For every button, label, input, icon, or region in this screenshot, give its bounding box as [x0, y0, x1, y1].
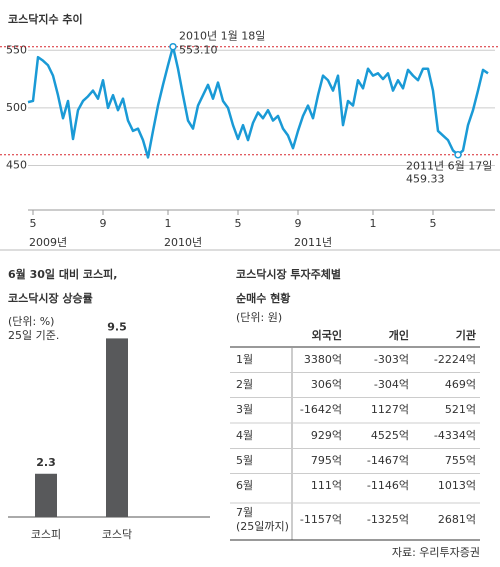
table-cell: -2224억 — [434, 353, 476, 366]
y-tick-label: 450 — [6, 158, 27, 171]
annotation-label: 2010년 1월 18일 — [179, 29, 265, 43]
x-tick-label: 5 — [30, 217, 37, 230]
table-cell: 4525억 — [371, 429, 409, 442]
table-header: 기관 — [456, 328, 476, 342]
annotation-label: 2011년 6월 17일 — [406, 159, 492, 173]
row-label: 1월 — [236, 353, 253, 366]
annotation-marker — [169, 42, 177, 51]
table-cell: -4334억 — [434, 429, 476, 442]
table-cell: -1642억 — [300, 403, 342, 416]
table-cell: -304억 — [374, 378, 409, 391]
annotation-value: 553.10 — [179, 44, 218, 57]
y-tick-label: 550 — [6, 43, 27, 56]
value-label: 9.5 — [107, 320, 127, 333]
chart-subtitle: (단위: %) — [8, 315, 54, 328]
table-cell: 2681억 — [438, 513, 476, 526]
source: 자료: 우리투자증권 — [392, 546, 480, 559]
table-cell: -303억 — [374, 353, 409, 366]
annotation-value: 459.33 — [406, 173, 445, 186]
category-label: 코스피 — [31, 528, 61, 541]
category-label: 코스닥 — [102, 528, 132, 541]
table-cell: 1013억 — [438, 479, 476, 492]
table-cell: 755억 — [445, 454, 476, 467]
chart-title: 코스닥시장 상승률 — [8, 291, 93, 305]
table-cell: -1467억 — [367, 454, 409, 467]
row-label: 6월 — [236, 479, 253, 492]
table-cell: 3380억 — [304, 353, 342, 366]
bar — [106, 338, 128, 517]
table-cell: 1127억 — [371, 403, 409, 416]
table-cell: -1157억 — [300, 513, 342, 526]
row-label: 5월 — [236, 454, 253, 467]
x-tick-label: 5 — [430, 217, 437, 230]
table-cell: 795억 — [311, 454, 342, 467]
row-label: (25일까지) — [236, 519, 289, 533]
row-label: 7월 — [236, 506, 253, 519]
chart-title: 코스닥지수 추이 — [8, 12, 83, 26]
table-header: 외국인 — [312, 328, 342, 342]
chart-subtitle: 25일 기준. — [8, 328, 59, 342]
table-cell: -1325억 — [367, 513, 409, 526]
table-cell: -1146억 — [367, 479, 409, 492]
table-cell: 521억 — [445, 403, 476, 416]
x-group-label: 2009년 — [29, 236, 67, 249]
row-label: 2월 — [236, 378, 253, 391]
x-group-label: 2011년 — [294, 236, 332, 249]
x-tick-label: 5 — [235, 217, 242, 230]
x-tick-label: 1 — [165, 217, 172, 230]
row-label: 3월 — [236, 403, 253, 416]
table-cell: 929억 — [311, 429, 342, 442]
table-cell: 111억 — [311, 479, 342, 492]
bar — [35, 473, 57, 517]
x-group-label: 2010년 — [164, 236, 202, 249]
table-cell: 469억 — [445, 378, 476, 391]
value-label: 2.3 — [36, 456, 56, 469]
table-header: 개인 — [389, 328, 409, 342]
annotation-marker — [454, 150, 462, 159]
table-unit: (단위: 원) — [236, 311, 282, 324]
line-series — [27, 45, 489, 159]
x-tick-label: 9 — [100, 217, 107, 230]
table-title: 코스닥시장 투자주체별 — [236, 267, 341, 281]
y-tick-label: 500 — [6, 101, 27, 114]
x-tick-label: 9 — [295, 217, 302, 230]
row-label: 4월 — [236, 429, 253, 442]
chart-title: 6월 30일 대비 코스피, — [8, 267, 117, 281]
x-tick-label: 1 — [370, 217, 377, 230]
table-cell: 306억 — [311, 378, 342, 391]
table-title: 순매수 현황 — [236, 291, 290, 305]
